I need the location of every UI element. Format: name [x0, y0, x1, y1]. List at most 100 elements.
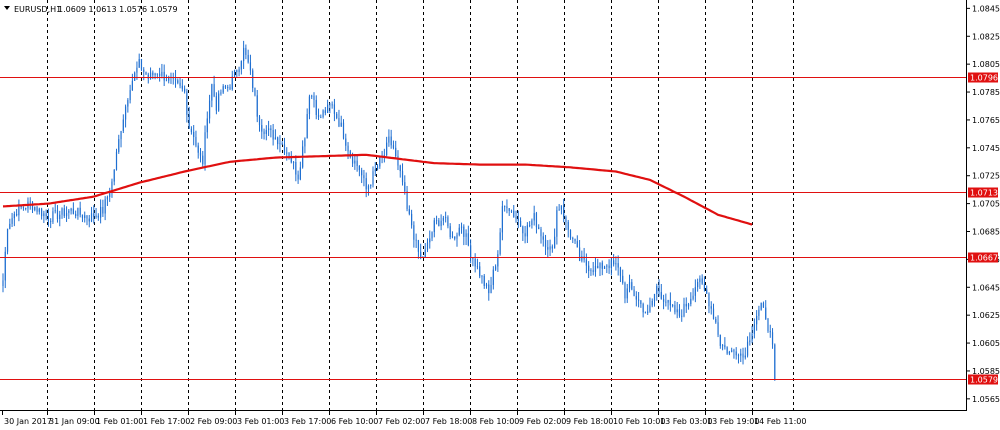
candle [109, 187, 111, 202]
candle [569, 229, 572, 240]
candle [113, 169, 115, 186]
candle [672, 304, 674, 308]
svg-text:1.0667: 1.0667 [970, 254, 998, 263]
candle [488, 280, 490, 301]
candle [138, 53, 140, 68]
candle [565, 215, 567, 230]
candle [154, 72, 156, 80]
candle [131, 73, 133, 91]
candle [510, 209, 513, 214]
candle [313, 92, 315, 108]
candle [338, 109, 340, 128]
candle [622, 269, 624, 285]
y-tick-label: 1.0785 [972, 88, 1000, 97]
candle [740, 348, 742, 363]
candle [22, 206, 25, 211]
candle [483, 274, 485, 289]
candle [140, 58, 143, 72]
candle [497, 250, 499, 272]
candle [102, 199, 104, 217]
candle [519, 217, 522, 227]
candle [299, 161, 301, 181]
candle [542, 232, 544, 247]
candle [193, 125, 195, 146]
candle [588, 261, 590, 279]
candle [656, 283, 658, 301]
candle [224, 84, 227, 89]
candle [195, 130, 197, 148]
candle [724, 337, 726, 350]
y-tick-label: 1.0605 [972, 339, 1000, 348]
candle [40, 207, 43, 220]
candle [603, 265, 606, 269]
candle [617, 255, 619, 276]
candle [728, 350, 730, 356]
x-tick-label: 13 Feb 03:00 [660, 417, 712, 426]
candle [415, 233, 417, 248]
candle [683, 297, 685, 318]
candle [274, 129, 276, 140]
x-tick-label: 7 Feb 02:00 [378, 417, 425, 426]
grid-lines [47, 0, 794, 410]
candle [331, 101, 333, 109]
y-tick-label: 1.0845 [972, 4, 1000, 13]
candle [401, 163, 404, 186]
candle [760, 302, 762, 311]
candle [25, 207, 27, 211]
candle [404, 175, 406, 195]
candle [145, 71, 147, 75]
triangle-down-icon[interactable] [4, 6, 10, 10]
candle [36, 205, 38, 215]
candle [513, 204, 515, 218]
candle [465, 229, 467, 246]
candle [574, 238, 576, 244]
candle [633, 286, 635, 297]
candle [642, 302, 644, 318]
candle [327, 99, 329, 114]
candle [601, 260, 603, 276]
candle [65, 206, 68, 222]
candle [508, 208, 510, 216]
level-price-labels: 1.0796 1.0713 1.0667 1.0579 [968, 72, 998, 385]
candle [361, 167, 363, 184]
x-tick-label: 14 Feb 11:00 [754, 417, 806, 426]
candle [329, 102, 331, 114]
candle [345, 133, 347, 152]
candle [386, 136, 388, 157]
moving-average-line [2, 153, 753, 226]
x-tick-label: 6 Feb 10:00 [331, 417, 378, 426]
candle [529, 221, 531, 228]
candle [252, 68, 254, 93]
candle [256, 89, 258, 123]
candle [712, 303, 715, 320]
level-price-label: 1.0667 [968, 252, 998, 263]
candle [383, 148, 385, 163]
candle [769, 324, 771, 338]
y-tick-label: 1.0625 [972, 311, 1000, 320]
candle [749, 332, 751, 346]
candle [408, 205, 410, 216]
candle [449, 223, 451, 240]
candle [204, 125, 206, 171]
candle [424, 242, 426, 258]
candle [136, 61, 138, 80]
candle [311, 94, 313, 100]
candle [265, 125, 267, 141]
candle [522, 225, 524, 241]
candle [762, 301, 765, 308]
candle [758, 305, 760, 321]
candle [86, 215, 88, 226]
candle [220, 89, 222, 96]
candle [4, 246, 6, 289]
candle [551, 244, 553, 253]
candle [127, 98, 129, 113]
candle [229, 84, 231, 91]
candle [47, 208, 49, 227]
candle [54, 203, 56, 214]
y-tick-label: 1.0805 [972, 60, 1000, 69]
y-tick-label: 1.0565 [972, 395, 1000, 404]
candle [426, 238, 429, 253]
x-tick-label: 1 Feb 01:00 [96, 417, 143, 426]
candle [631, 279, 633, 291]
